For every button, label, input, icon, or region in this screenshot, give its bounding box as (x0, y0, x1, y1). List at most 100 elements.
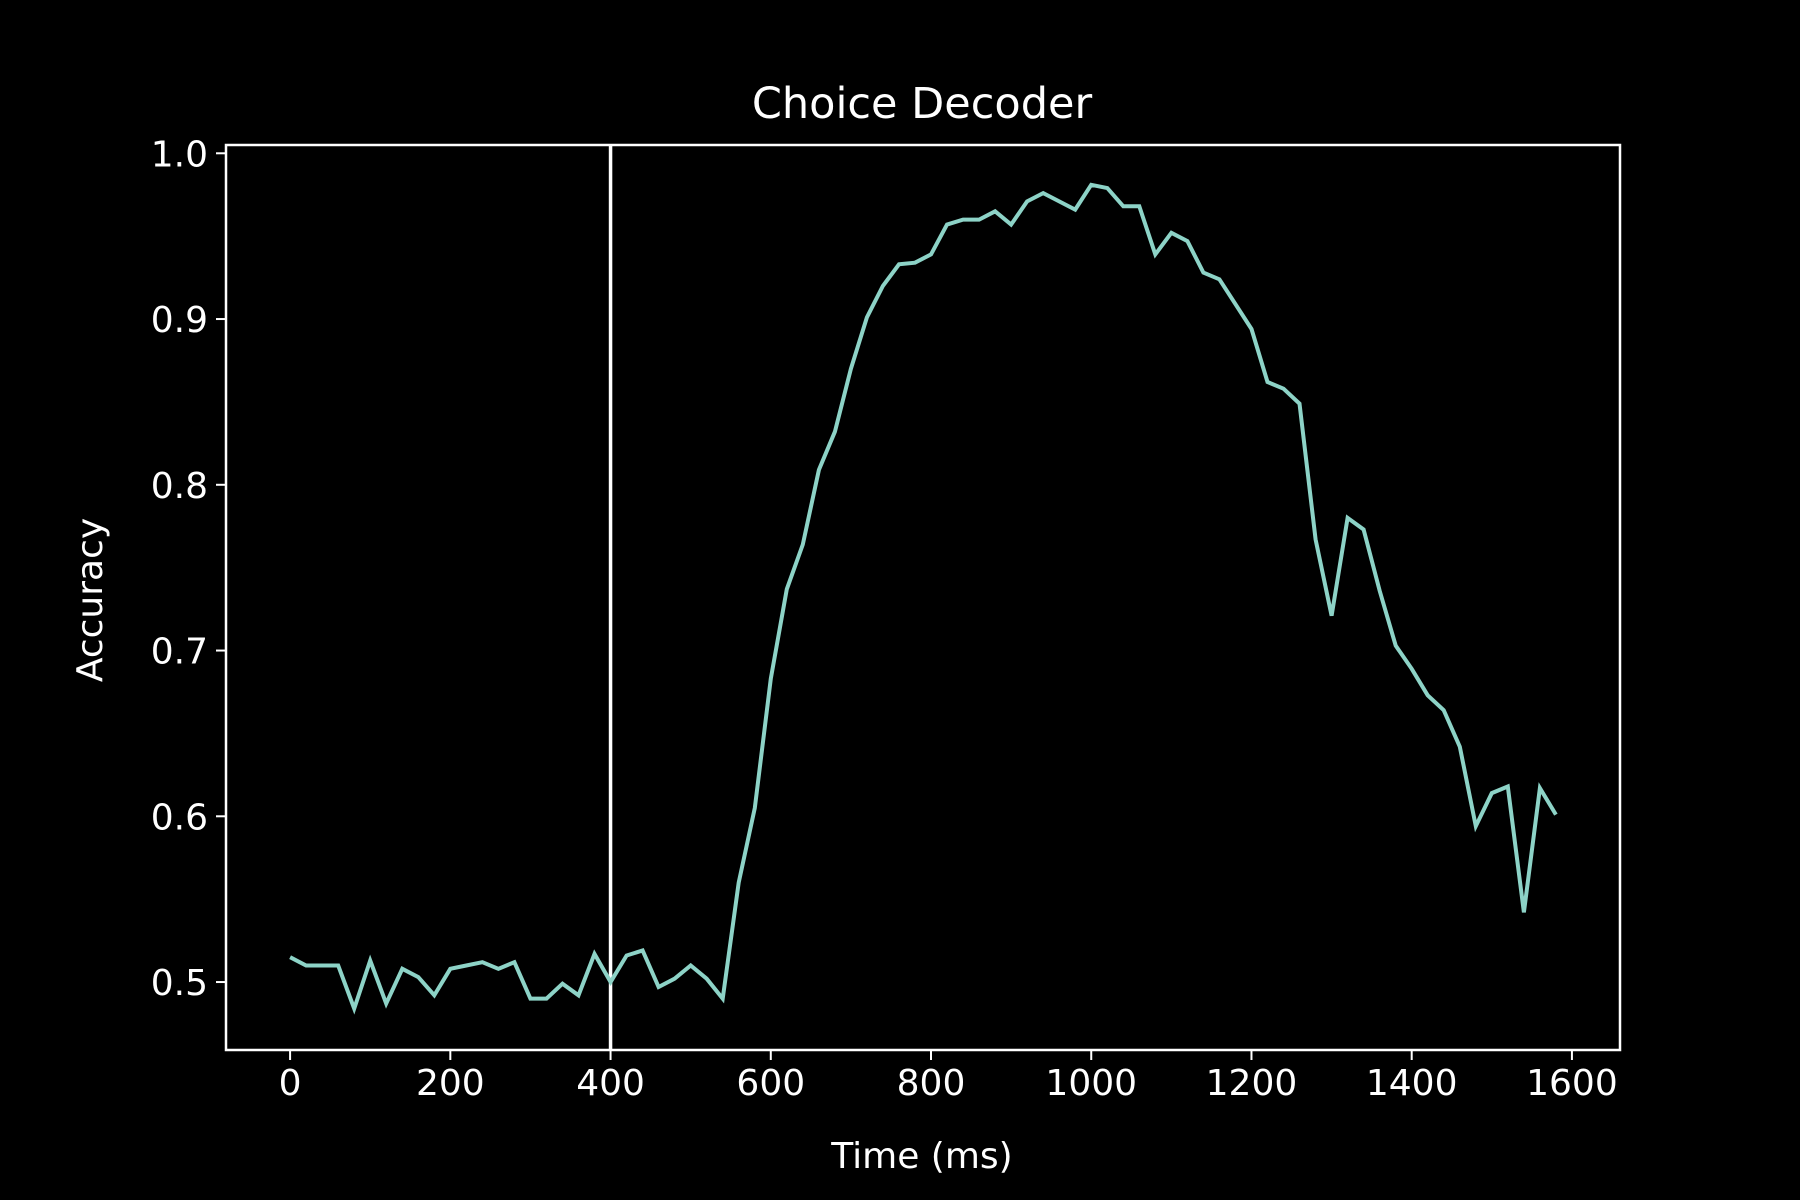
x-tick-label: 1400 (1366, 1063, 1458, 1104)
x-tick-label: 200 (416, 1063, 485, 1104)
data-point (496, 967, 500, 971)
data-point (1089, 183, 1093, 187)
data-point (1442, 708, 1446, 712)
series-line (289, 182, 1558, 1015)
data-point (1282, 387, 1286, 391)
data-point (432, 993, 436, 997)
data-point (545, 997, 549, 1001)
data-point (977, 218, 981, 222)
data-point (288, 955, 292, 959)
data-point (1217, 277, 1221, 281)
data-point (961, 218, 965, 222)
data-point (865, 315, 869, 319)
data-point (528, 997, 532, 1001)
data-point (625, 954, 629, 958)
data-point (1121, 204, 1125, 208)
data-point (561, 982, 565, 986)
x-tick-label: 800 (897, 1063, 966, 1104)
data-point (945, 223, 949, 227)
x-tick-label: 1200 (1206, 1063, 1298, 1104)
data-point (721, 997, 725, 1001)
data-point (1250, 327, 1254, 331)
y-tick-label: 1.0 (151, 134, 208, 175)
data-point (336, 964, 340, 968)
data-point (593, 952, 597, 956)
data-point (1185, 239, 1189, 243)
data-point (1201, 271, 1205, 275)
x-tick-label: 0 (279, 1063, 302, 1104)
data-point (769, 677, 773, 681)
data-point (1137, 204, 1141, 208)
data-point (1041, 191, 1045, 195)
data-point (1073, 208, 1077, 212)
data-point (448, 967, 452, 971)
data-point (1410, 667, 1414, 671)
data-point (1362, 528, 1366, 532)
data-point (320, 964, 324, 968)
data-point (1266, 380, 1270, 384)
data-point (1474, 824, 1478, 828)
data-point (577, 993, 581, 997)
data-point (1538, 786, 1542, 790)
data-point (304, 964, 308, 968)
data-point (753, 806, 757, 810)
chart-title: Choice Decoder (752, 79, 1093, 129)
data-point (881, 284, 885, 288)
data-point (833, 430, 837, 434)
data-point (352, 1007, 356, 1011)
x-tick-label: 600 (736, 1063, 805, 1104)
data-point (609, 980, 613, 984)
data-point (737, 881, 741, 885)
data-point (1105, 186, 1109, 190)
data-point (512, 960, 516, 964)
data-point (657, 985, 661, 989)
y-tick-label: 0.7 (151, 632, 208, 673)
data-point (400, 967, 404, 971)
data-point (1314, 538, 1318, 542)
data-point (1057, 199, 1061, 203)
data-point (993, 209, 997, 213)
data-point (849, 367, 853, 371)
data-point (641, 949, 645, 953)
data-point (817, 468, 821, 472)
data-point (1346, 516, 1350, 520)
data-point (1153, 252, 1157, 256)
data-point (785, 587, 789, 591)
data-point (368, 959, 372, 963)
data-point (1009, 223, 1013, 227)
axes: 0 200 400 600 800 1000 1200 1400 1600 0.5 0.6 0.7 0.… (151, 134, 1622, 1104)
data-point (689, 964, 693, 968)
data-point (1394, 644, 1398, 648)
data-point (384, 1002, 388, 1006)
x-tick-label: 1600 (1526, 1063, 1618, 1104)
data-point (897, 262, 901, 266)
data-point (480, 960, 484, 964)
data-point (1169, 231, 1173, 235)
data-point (1522, 910, 1526, 914)
y-tick-label: 0.9 (151, 300, 208, 341)
data-point (1506, 785, 1510, 789)
data-point (1490, 791, 1494, 795)
x-tick-label: 1000 (1045, 1063, 1137, 1104)
plot-area (288, 145, 1558, 1050)
data-point (1330, 614, 1334, 618)
data-point (705, 977, 709, 981)
data-point (1298, 402, 1302, 406)
y-tick-label: 0.5 (151, 963, 208, 1004)
data-point (1233, 302, 1237, 306)
data-point (416, 975, 420, 979)
x-tick-label: 400 (576, 1063, 645, 1104)
data-point (464, 964, 468, 968)
data-point (673, 977, 677, 981)
data-point (1025, 199, 1029, 203)
data-point (1426, 693, 1430, 697)
data-point (1378, 589, 1382, 593)
x-axis-title: Time (ms) (830, 1136, 1012, 1177)
y-tick-label: 0.6 (151, 797, 208, 838)
y-tick-label: 0.8 (151, 466, 208, 507)
data-point (1458, 745, 1462, 749)
data-point (929, 252, 933, 256)
y-axis-title: Accuracy (70, 518, 111, 682)
